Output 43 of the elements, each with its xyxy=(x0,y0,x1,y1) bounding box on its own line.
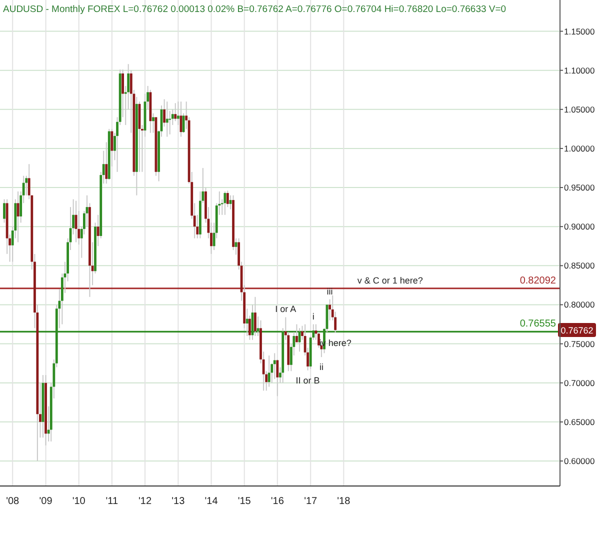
candlestick xyxy=(168,110,172,135)
x-tick-label: '13 xyxy=(172,496,186,507)
x-tick-label: '17 xyxy=(304,496,318,507)
y-tick-label: 0.95000 xyxy=(564,182,595,193)
y-tick-label: 1.10000 xyxy=(564,65,595,76)
text: 0.76762 xyxy=(560,326,594,336)
x-tick-label: '18 xyxy=(337,496,351,507)
ref-line-label: 0.76555 xyxy=(520,318,556,330)
candlestick xyxy=(152,112,154,134)
x-tick-label: '16 xyxy=(270,496,284,507)
y-tick-label: 0.70000 xyxy=(564,378,595,388)
y-tick-label: 1.05000 xyxy=(564,104,595,114)
candlestick xyxy=(166,101,168,138)
x-tick-label: '10 xyxy=(72,496,86,507)
y-tick-label: 0.65000 xyxy=(564,416,595,427)
x-tick-label: '15 xyxy=(238,496,252,507)
y-tick-label: 1.15000 xyxy=(564,26,595,36)
y-tick-label: 0.90000 xyxy=(564,222,595,232)
y-tick-label: 0.60000 xyxy=(564,456,595,466)
y-tick-label: 0.80000 xyxy=(564,300,595,310)
annotation: ii xyxy=(319,362,324,372)
annotation: I or A xyxy=(275,304,296,314)
annotation: II or B xyxy=(296,375,320,386)
x-tick-label: '08 xyxy=(6,496,20,507)
x-tick-label: '09 xyxy=(39,496,53,507)
ref-line-label: 0.82092 xyxy=(520,275,556,286)
y-tick-label: 0.75000 xyxy=(564,338,595,349)
candlestick xyxy=(224,190,226,216)
x-tick-label: '11 xyxy=(106,496,119,507)
chart-title: AUDUSD - Monthly FOREX L=0.76762 0.00013 0.02% B=0.76762 A=0.76776 O=0.76704 Hi=0.76820 Lo=0.76633 V=0 xyxy=(3,4,506,15)
x-tick-label: '12 xyxy=(138,496,152,507)
annotation: v & C or 1 here? xyxy=(357,275,423,286)
candlestick xyxy=(110,128,114,167)
y-tick-label: 0.85000 xyxy=(564,260,595,271)
candlestick xyxy=(273,352,276,380)
candlestick xyxy=(176,101,180,126)
candlestick xyxy=(328,298,331,321)
annotation: iii xyxy=(326,286,333,296)
y-tick-label: 1.00000 xyxy=(564,143,595,154)
candlestick xyxy=(268,355,270,388)
annotation: i xyxy=(312,311,314,322)
candlestick xyxy=(254,296,256,336)
x-tick-label: '14 xyxy=(204,496,218,507)
